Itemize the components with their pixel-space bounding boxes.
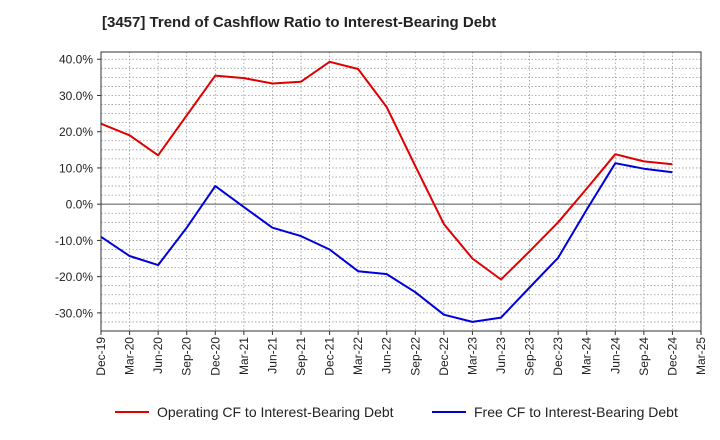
y-tick-label: 0.0% [66,198,94,212]
y-tick-label: 40.0% [59,53,93,67]
x-tick-label: Sep-22 [408,337,422,376]
y-tick-label: -20.0% [55,270,93,284]
legend-item-free-cf: Free CF to Interest-Bearing Debt [432,404,678,420]
x-tick-label: Dec-22 [437,337,451,376]
plot-frame [100,51,702,332]
legend-label-operating-cf: Operating CF to Interest-Bearing Debt [157,404,394,420]
y-tick-label: 30.0% [59,89,93,103]
y-tick-label: -10.0% [55,234,93,248]
y-tick-label: 20.0% [59,125,93,139]
x-tick-label: Dec-20 [208,337,222,376]
x-tick-label: Jun-21 [265,337,279,374]
x-tick-label: Jun-24 [608,337,622,374]
chart-title: [3457] Trend of Cashflow Ratio to Intere… [102,14,497,31]
x-tick-label: Mar-25 [694,337,708,375]
series-lines [100,60,673,323]
x-tick-label: Jun-20 [151,337,165,374]
legend-item-operating-cf: Operating CF to Interest-Bearing Debt [115,404,394,420]
x-tick-label: Mar-20 [123,337,137,375]
y-tick-label: -30.0% [55,306,93,320]
x-tick-label: Sep-23 [523,337,537,376]
legend-swatch-free-cf [432,411,466,413]
series-line-free-cf [100,162,673,323]
x-tick-label: Dec-19 [94,337,108,376]
x-tick-label: Jun-22 [380,337,394,374]
y-tick-label: 10.0% [59,161,93,175]
x-tick-label: Dec-23 [551,337,565,376]
series-line-operating-cf [100,60,673,281]
legend-swatch-operating-cf [115,411,149,413]
legend: Operating CF to Interest-Bearing Debt Fr… [0,404,720,426]
x-tick-label: Dec-21 [323,337,337,376]
x-tick-labels: Dec-19 Mar-20 Jun-20 Sep-20 Dec-20 Mar-21 Jun-… [94,331,708,376]
y-tick-labels: 40.0% 30.0% 20.0% 10.0% 0.0% -10.0% -20.0% -30.… [55,53,101,320]
x-tick-label: Mar-23 [465,337,479,375]
legend-label-free-cf: Free CF to Interest-Bearing Debt [474,404,678,420]
x-tick-label: Jun-23 [494,337,508,374]
grid-lines [100,52,702,331]
x-tick-label: Dec-24 [665,337,679,376]
x-tick-label: Sep-24 [637,337,651,376]
x-tick-label: Mar-22 [351,337,365,375]
x-tick-label: Sep-20 [180,337,194,376]
x-tick-label: Mar-24 [580,337,594,375]
x-tick-label: Mar-21 [237,337,251,375]
x-tick-label: Sep-21 [294,337,308,376]
